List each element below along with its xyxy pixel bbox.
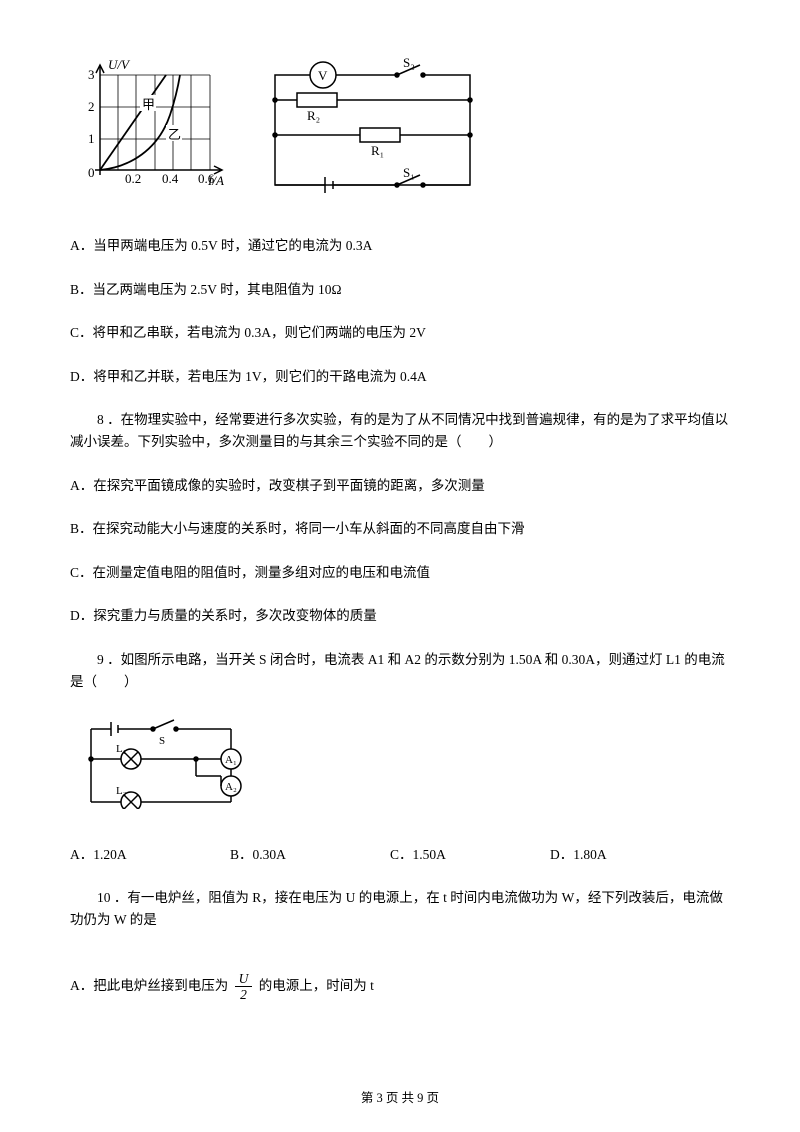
label-S2: S₂ xyxy=(403,55,415,70)
q8-option-A: A．在探究平面镜成像的实验时，改变棋子到平面镜的距离，多次测量 xyxy=(70,475,730,497)
q9-option-B: B．0.30A xyxy=(230,844,390,866)
label-R1: R₁ xyxy=(371,143,384,158)
svg-text:0.6: 0.6 xyxy=(198,171,215,186)
svg-text:3: 3 xyxy=(88,67,95,82)
circuit-diagram-1: V R₂ R₁ S₂ S₁ xyxy=(265,55,480,205)
q9-circuit-wrap: L₁ L₂ S A₁ A₂ xyxy=(76,714,730,816)
q7-option-B: B．当乙两端电压为 2.5V 时，其电阻值为 10Ω xyxy=(70,279,730,301)
label-S1: S₁ xyxy=(403,165,415,180)
fraction-U-over-2: U 2 xyxy=(235,971,253,1003)
q10-option-A: A．把此电炉丝接到电压为 U 2 的电源上，时间为 t xyxy=(70,971,730,1003)
q9-stem: 9 ．如图所示电路，当开关 S 闭合时，电流表 A1 和 A2 的示数分别为 1… xyxy=(70,649,730,692)
q9-options: A．1.20A B．0.30A C．1.50A D．1.80A xyxy=(70,844,730,866)
q10-stem: 10 ．有一电炉丝，阻值为 R，接在电压为 U 的电源上，在 t 时间内电流做功… xyxy=(70,887,730,930)
svg-text:0: 0 xyxy=(88,165,95,180)
q8-option-D: D．探究重力与质量的关系时，多次改变物体的质量 xyxy=(70,605,730,627)
svg-text:S: S xyxy=(159,735,165,747)
curve-label-yi: 乙 xyxy=(168,127,181,142)
svg-text:0.2: 0.2 xyxy=(125,171,141,186)
ui-graph: U/V I/A 3 2 1 0 0.2 0.4 0.6 甲 乙 xyxy=(70,55,230,205)
q8-option-B: B．在探究动能大小与速度的关系时，将同一小车从斜面的不同高度自由下滑 xyxy=(70,518,730,540)
svg-text:2: 2 xyxy=(88,99,95,114)
q7-option-A: A．当甲两端电压为 0.5V 时，通过它的电流为 0.3A xyxy=(70,235,730,257)
q8-option-C: C．在测量定值电阻的阻值时，测量多组对应的电压和电流值 xyxy=(70,562,730,584)
q7-option-C: C．将甲和乙串联，若电流为 0.3A，则它们两端的电压为 2V xyxy=(70,322,730,344)
y-axis-label: U/V xyxy=(108,57,131,72)
q9-option-C: C．1.50A xyxy=(390,844,550,866)
q9-option-A: A．1.20A xyxy=(70,844,230,866)
svg-text:0.4: 0.4 xyxy=(162,171,179,186)
q8-stem: 8 ．在物理实验中，经常要进行多次实验，有的是为了从不同情况中找到普遍规律，有的… xyxy=(70,409,730,452)
svg-text:L₂: L₂ xyxy=(116,785,127,797)
page-footer: 第 3 页 共 9 页 xyxy=(0,1088,800,1108)
label-R2: R₂ xyxy=(307,108,320,123)
q9-option-D: D．1.80A xyxy=(550,844,710,866)
label-V: V xyxy=(318,68,328,83)
q7-option-D: D．将甲和乙并联，若电压为 1V，则它们的干路电流为 0.4A xyxy=(70,366,730,388)
figure-row: U/V I/A 3 2 1 0 0.2 0.4 0.6 甲 乙 xyxy=(70,55,730,205)
svg-text:A₂: A₂ xyxy=(225,781,237,793)
svg-text:A₁: A₁ xyxy=(225,754,237,766)
circuit-diagram-2: L₁ L₂ S A₁ A₂ xyxy=(76,714,246,809)
svg-text:L₁: L₁ xyxy=(116,743,127,755)
svg-text:1: 1 xyxy=(88,131,95,146)
curve-label-jia: 甲 xyxy=(142,97,155,112)
